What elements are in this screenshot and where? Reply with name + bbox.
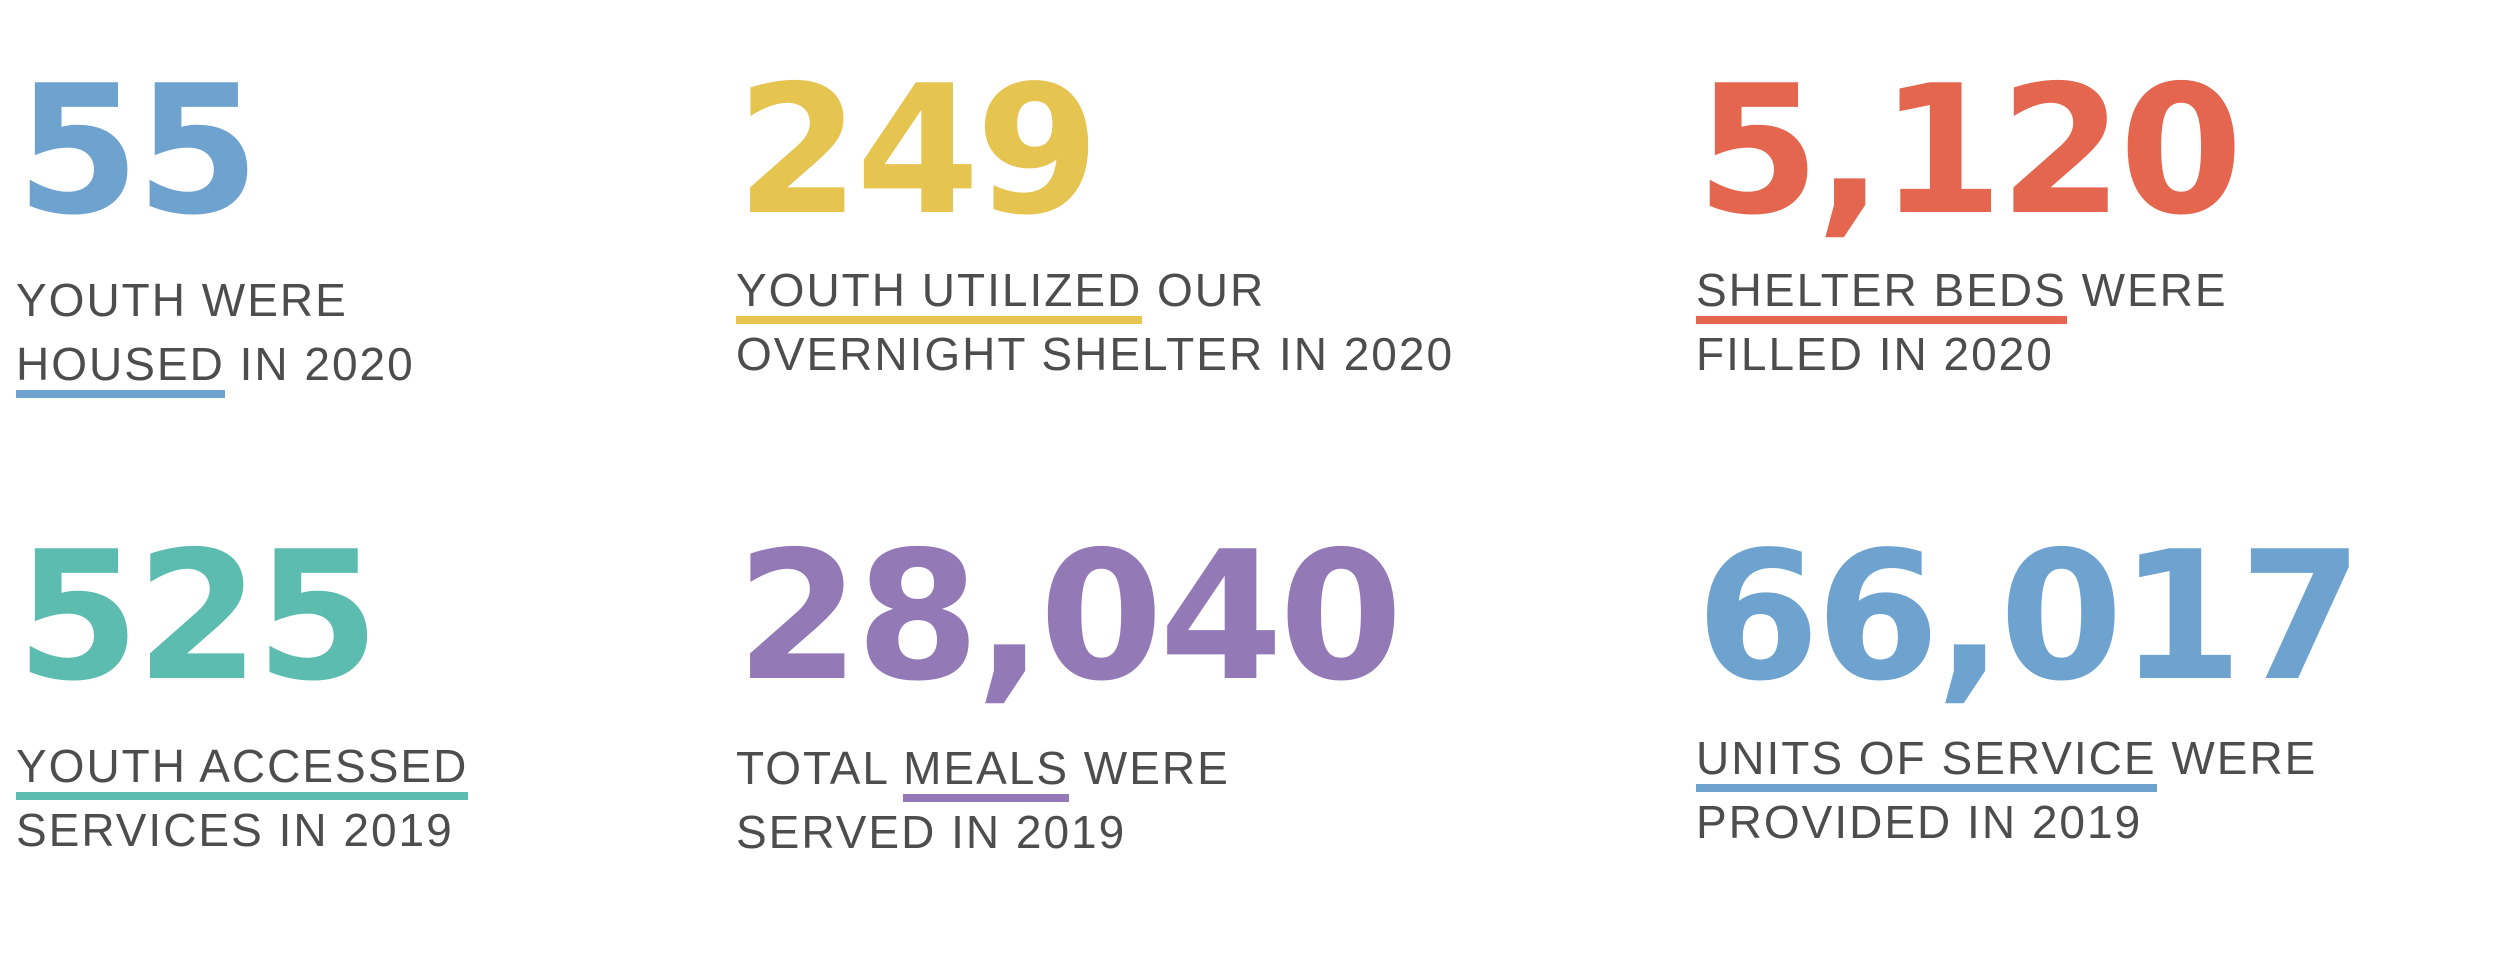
caption-text: WERE [2066,264,2228,316]
caption-line-2: PROVIDED IN 2019 [1696,790,2359,854]
stat-caption: UNITS OF SERVICE WERE PROVIDED IN 2019 [1696,726,2359,854]
stat-caption: YOUTH WERE HOUSED IN 2020 [16,268,415,398]
caption-line-1: UNITS OF SERVICE WERE [1696,726,2359,792]
caption-text: PROVIDED IN 2019 [1696,796,2143,848]
caption-line-1: YOUTH UTILIZED OUR [736,258,1454,324]
stat-caption: SHELTER BEDS WERE FILLED IN 2020 [1696,258,2239,386]
stat-units-of-service: 66,017 UNITS OF SERVICE WERE PROVIDED IN… [1696,513,2363,854]
stat-meals-served: 28,040 TOTAL MEALS WERE SERVED IN 2019 [736,513,1403,864]
caption-line-1: YOUTH WERE [16,268,415,332]
caption-line-2: SERVED IN 2019 [736,800,1399,864]
stat-number: 249 [736,47,1100,254]
caption-line-2: HOUSED IN 2020 [16,332,415,398]
stat-youth-shelter: 249 YOUTH UTILIZED OUR OVERNIGHT SHELTER… [736,62,1454,386]
caption-line-2: FILLED IN 2020 [1696,322,2239,386]
stat-youth-housed: 55 YOUTH WERE HOUSED IN 2020 [16,47,415,398]
caption-highlight: MEALS [903,742,1070,802]
caption-highlight: YOUTH ACCESSED [16,740,469,800]
caption-text: OUR [1142,264,1266,316]
caption-line-2: SERVICES IN 2019 [16,798,468,862]
stat-number: 28,040 [736,513,1403,720]
caption-highlight: YOUTH UTILIZED [736,264,1143,324]
stat-caption: TOTAL MEALS WERE SERVED IN 2019 [736,736,1399,864]
stat-number: 525 [16,513,380,720]
caption-text: FILLED IN 2020 [1696,328,2054,380]
caption-text: WERE [1069,742,1230,794]
stat-number: 5,120 [1696,47,2243,254]
caption-line-1: YOUTH ACCESSED [16,734,469,800]
caption-text: SERVICES IN 2019 [16,804,454,856]
stat-number: 55 [16,47,260,254]
stat-caption: YOUTH UTILIZED OUR OVERNIGHT SHELTER IN … [736,258,1454,386]
caption-highlight: UNITS OF SERVICE [1696,732,2157,792]
caption-text: YOUTH WERE [16,274,348,326]
stat-shelter-beds: 5,120 SHELTER BEDS WERE FILLED IN 2020 [1696,47,2243,386]
caption-highlight: HOUSED [16,338,225,398]
caption-line-2: OVERNIGHT SHELTER IN 2020 [736,322,1454,386]
caption-highlight: SHELTER BEDS [1696,264,2067,324]
stat-caption: YOUTH ACCESSED SERVICES IN 2019 [16,734,469,862]
caption-line-1: SHELTER BEDS WERE [1696,258,2239,324]
stat-youth-services: 525 YOUTH ACCESSED SERVICES IN 2019 [16,513,469,862]
caption-line-1: TOTAL MEALS WERE [736,736,1399,802]
stat-number: 66,017 [1696,513,2363,720]
caption-text: SERVED IN 2019 [736,806,1127,858]
caption-text: OVERNIGHT SHELTER IN 2020 [736,328,1455,380]
caption-text: WERE [2156,732,2318,784]
caption-text: IN 2020 [224,338,415,390]
caption-text: TOTAL [736,742,904,794]
